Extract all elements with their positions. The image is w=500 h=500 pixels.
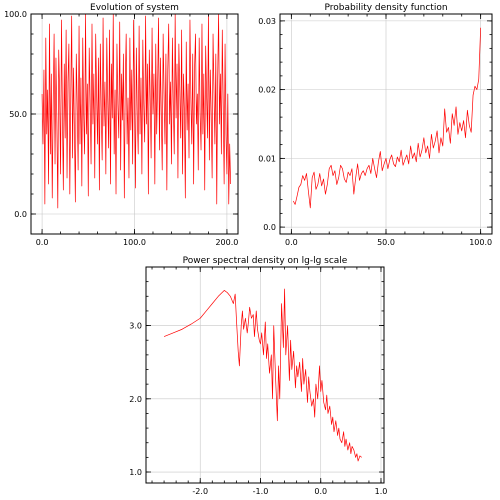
y-tick-label: 0.0 (263, 223, 276, 232)
x-tick-label: 100.0 (469, 238, 492, 247)
chart-title: Power spectral density on lg-lg scale (183, 256, 348, 266)
x-tick-label: 0.0 (285, 238, 298, 247)
x-tick-label: -2.0 (192, 487, 208, 496)
x-tick-label: 200.0 (215, 238, 238, 247)
x-tick-label: 100.0 (123, 238, 146, 247)
y-tick-label: 3.0 (129, 322, 142, 331)
chart-title: Evolution of system (90, 3, 179, 13)
x-tick-label: 50.0 (377, 238, 395, 247)
y-tick-label: 2.0 (129, 395, 142, 404)
plot-frame (145, 266, 385, 484)
evolution-of-system-chart: Evolution of system 0.0 100.0 200.0 0.0 50.0 1… (4, 3, 239, 247)
power-spectral-density-chart: Power spectral density on lg-lg scale -2.… (129, 256, 387, 496)
y-tick-label: 1.0 (129, 468, 142, 477)
probability-density-chart: Probability density function 0.0 50.0 100.0… (258, 3, 493, 247)
y-tick-label: 100.0 (4, 10, 27, 19)
y-tick-label: 50.0 (9, 110, 27, 119)
y-tick-label: 0.03 (258, 17, 276, 26)
y-tick-label: 0.01 (258, 154, 276, 163)
data-series-line (41, 13, 231, 209)
y-tick-label: 0.0 (14, 210, 27, 219)
x-tick-label: 1.0 (375, 487, 388, 496)
data-series-line (292, 27, 481, 209)
data-series-line (163, 288, 362, 462)
y-tick-label: 0.02 (258, 86, 276, 95)
x-tick-label: 0.0 (314, 487, 327, 496)
x-tick-label: 0.0 (36, 238, 49, 247)
x-tick-label: -1.0 (253, 487, 269, 496)
chart-title: Probability density function (324, 3, 447, 13)
